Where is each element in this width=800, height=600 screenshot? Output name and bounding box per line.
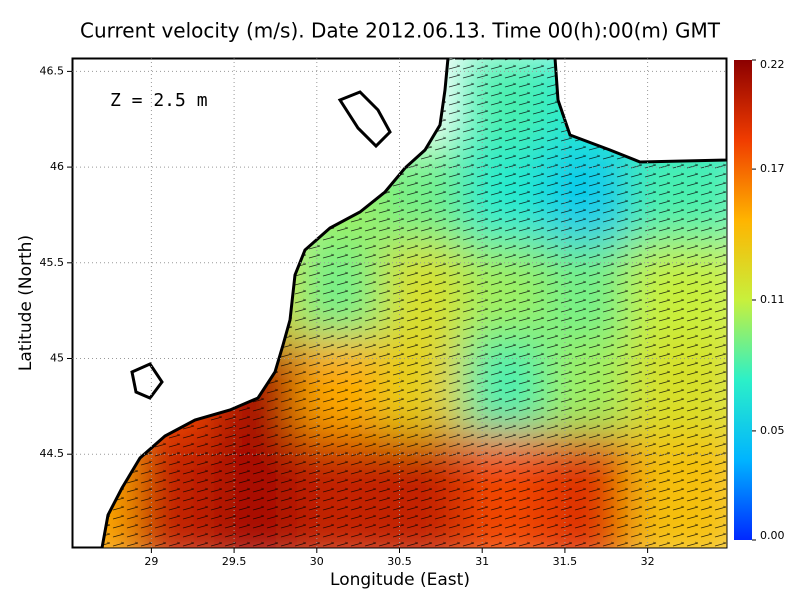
colorbar — [734, 60, 752, 540]
land — [72, 58, 450, 548]
island — [337, 90, 392, 149]
annotation: Z = 2.5 m — [110, 90, 208, 111]
x-tick-label: 29 — [144, 555, 158, 568]
colorbar-tick-label: 0.17 — [760, 162, 785, 175]
x-tick-label: 30 — [310, 555, 324, 568]
x-tick-label: 31.5 — [553, 555, 578, 568]
x-tick-label: 32 — [641, 555, 655, 568]
y-tick-label: 45 — [50, 352, 64, 365]
x-tick-label: 29.5 — [222, 555, 247, 568]
colorbar-tick-label: 0.22 — [760, 58, 785, 71]
chart-title: Current velocity (m/s). Date 2012.06.13.… — [80, 19, 721, 43]
plot-frame — [71, 57, 728, 549]
y-axis-label: Latitude (North) — [16, 235, 36, 371]
colorbar-tick-label: 0.00 — [760, 529, 785, 542]
colorbar-tick-label: 0.11 — [760, 293, 785, 306]
x-tick-label: 31 — [475, 555, 489, 568]
y-tick-label: 46.5 — [40, 64, 65, 77]
x-tick-label: 30.5 — [387, 555, 412, 568]
colorbar-tick-label: 0.05 — [760, 424, 785, 437]
grid: 29 29.5 30 30.5 31 31.5 32 44.5 45 45.5 46 46.5 — [40, 58, 727, 568]
land — [455, 58, 727, 164]
y-tick-label: 44.5 — [40, 447, 65, 460]
lake — [130, 362, 164, 400]
x-axis-label: Longitude (East) — [330, 570, 470, 590]
y-tick-label: 45.5 — [40, 256, 65, 269]
y-tick-label: 46 — [50, 160, 64, 173]
